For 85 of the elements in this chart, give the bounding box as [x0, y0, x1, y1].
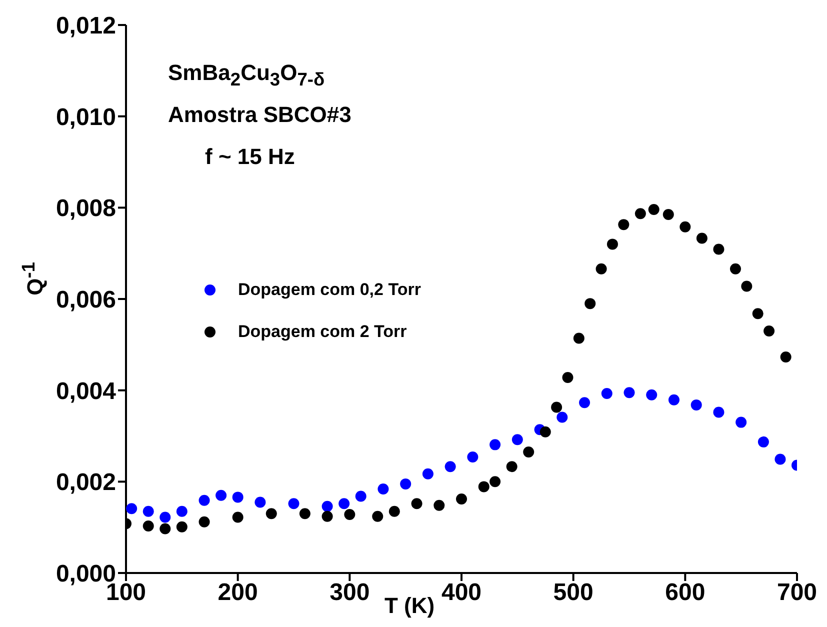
point: [490, 439, 501, 450]
point: [160, 523, 171, 534]
point: [618, 219, 630, 230]
point: [299, 508, 310, 520]
point: [556, 412, 568, 423]
y-tick-label: 0,004: [56, 378, 117, 405]
x-tick-label: 600: [665, 579, 706, 606]
point: [176, 521, 188, 532]
point: [467, 452, 478, 463]
point: [266, 508, 277, 520]
point: [400, 478, 412, 490]
y-tick-label: 0,002: [56, 469, 116, 496]
point: [456, 494, 467, 505]
point: [355, 490, 366, 502]
point: [254, 496, 266, 508]
point: [338, 498, 350, 510]
point: [579, 397, 590, 408]
x-tick-label: 400: [441, 579, 482, 606]
point: [422, 468, 434, 480]
point: [736, 416, 747, 428]
point: [634, 208, 646, 220]
point: [232, 492, 244, 503]
point: [752, 308, 764, 320]
point: [606, 238, 618, 250]
point: [288, 498, 300, 510]
point: [512, 434, 523, 446]
point: [646, 389, 658, 400]
point: [601, 388, 612, 400]
point: [232, 512, 244, 523]
x-tick-label: 200: [218, 579, 258, 606]
point: [680, 221, 691, 232]
point: [573, 332, 584, 344]
point: [540, 426, 551, 438]
point: [648, 204, 660, 215]
point: [506, 461, 518, 472]
point: [411, 498, 422, 510]
point: [668, 394, 680, 406]
point: [142, 506, 154, 517]
point: [322, 510, 333, 522]
x-tick-label: 700: [776, 579, 818, 606]
point: [780, 351, 792, 362]
point: [584, 298, 596, 310]
point: [713, 406, 724, 418]
x-axis-title: T (K): [384, 593, 435, 618]
point: [741, 280, 752, 292]
point: [624, 387, 635, 398]
point: [344, 509, 356, 520]
point: [730, 263, 741, 274]
point: [551, 402, 562, 413]
point: [142, 520, 154, 532]
point: [388, 506, 400, 517]
y-tick-label: 0,006: [56, 286, 116, 314]
legend-label: Dopagem com 2 Torr: [238, 322, 407, 342]
point: [490, 476, 501, 488]
point: [662, 209, 674, 220]
point: [198, 494, 210, 506]
annotation: f ~ 15 Hz: [205, 144, 295, 170]
point: [434, 500, 445, 511]
point: [596, 263, 607, 274]
point: [176, 506, 188, 517]
point: [523, 446, 534, 458]
point: [444, 461, 456, 472]
point: [126, 503, 138, 514]
legend-label: Dopagem com 0,2 Torr: [238, 280, 421, 300]
annotation: SmBa$_{2}$Cu$_{3}$O$_{7-δ}$: [168, 60, 325, 90]
point: [378, 483, 389, 494]
point: [713, 244, 724, 255]
y-tick-label: 0,008: [56, 195, 116, 222]
point: [562, 372, 574, 384]
x-tick-label: 500: [553, 579, 594, 606]
point: [198, 516, 210, 528]
point: [764, 325, 775, 336]
point: [160, 512, 171, 523]
point: [478, 481, 490, 492]
point: [774, 454, 786, 465]
point: [322, 500, 333, 512]
y-tick-label: 0,012: [56, 12, 116, 40]
x-tick-label: 300: [330, 579, 370, 606]
point: [690, 399, 702, 410]
point: [216, 490, 227, 501]
y-tick-label: 0,010: [56, 104, 116, 131]
point: [372, 510, 384, 522]
annotation: Amostra SBCO#3: [168, 102, 352, 128]
point: [758, 436, 769, 448]
point: [696, 232, 708, 244]
